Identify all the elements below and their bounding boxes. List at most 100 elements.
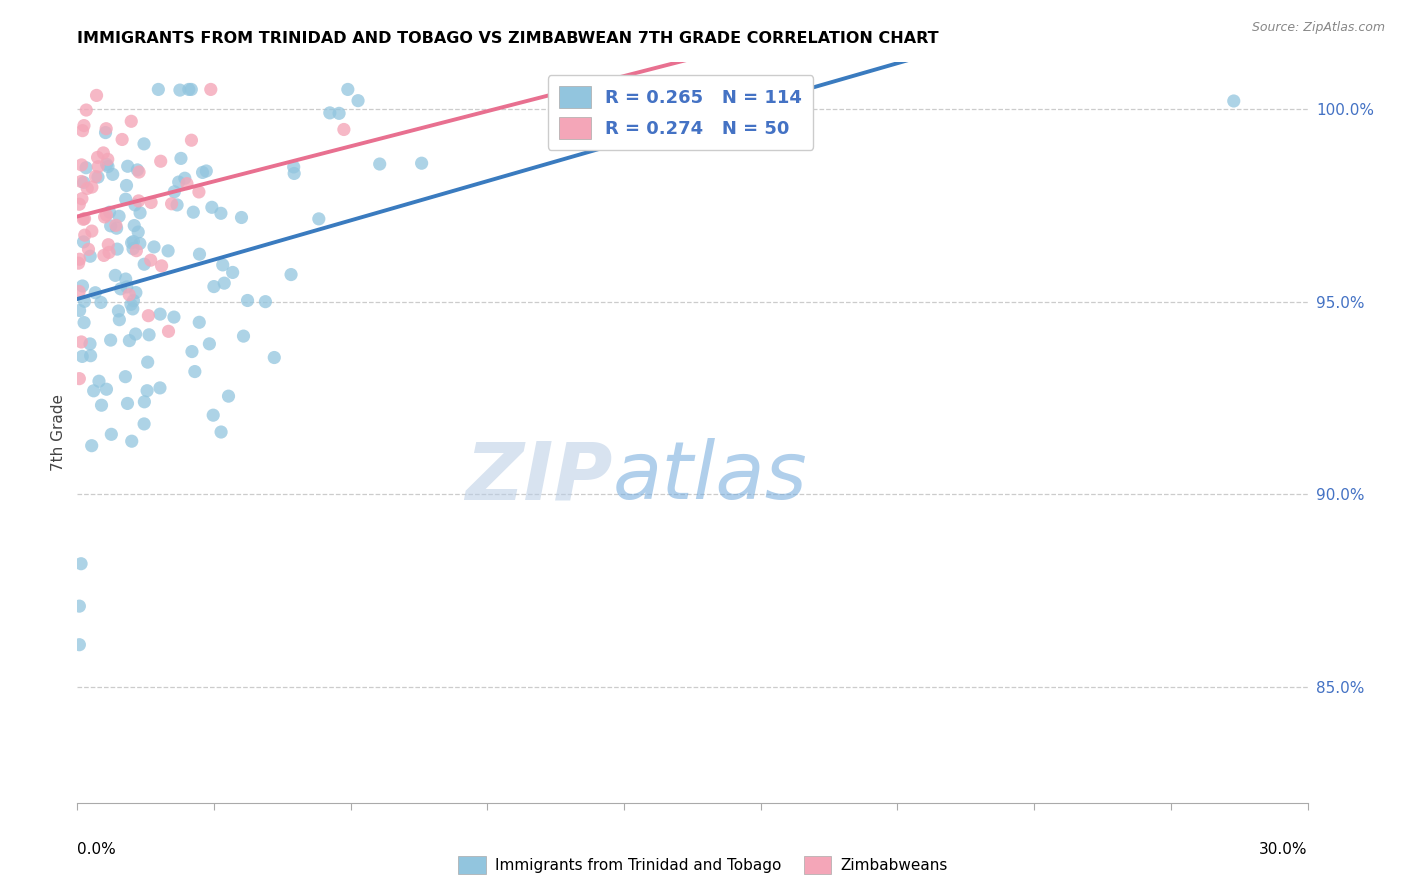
Point: [79, 249, 101, 263]
Point: [191, 165, 214, 179]
Point: [83, 384, 105, 398]
Point: [136, 384, 159, 398]
Point: [70, 557, 93, 571]
Point: [101, 167, 124, 181]
Point: [149, 381, 172, 395]
Point: [105, 242, 128, 256]
Point: [221, 265, 243, 279]
Point: [232, 329, 254, 343]
Point: [200, 82, 222, 96]
Point: [170, 152, 193, 166]
Point: [72, 279, 94, 293]
Point: [114, 192, 136, 206]
Point: [67, 638, 90, 652]
Point: [72, 123, 94, 137]
Point: [122, 242, 145, 256]
Point: [114, 369, 136, 384]
Point: [336, 82, 359, 96]
Point: [328, 106, 350, 120]
Point: [93, 248, 115, 262]
Legend: R = 0.265   N = 114, R = 0.274   N = 50: R = 0.265 N = 114, R = 0.274 N = 50: [548, 75, 813, 150]
Point: [96, 121, 118, 136]
Point: [96, 157, 118, 171]
Point: [124, 198, 146, 212]
Point: [125, 244, 148, 258]
Point: [105, 221, 128, 235]
Point: [96, 382, 118, 396]
Point: [114, 272, 136, 286]
Point: [1223, 94, 1246, 108]
Point: [121, 434, 143, 449]
Point: [104, 219, 127, 233]
Point: [181, 205, 204, 219]
Point: [167, 175, 190, 189]
Point: [70, 174, 93, 188]
Point: [231, 211, 253, 225]
Point: [209, 425, 232, 439]
Point: [127, 162, 149, 177]
Point: [254, 294, 277, 309]
Point: [333, 122, 356, 136]
Point: [86, 150, 108, 164]
Text: IMMIGRANTS FROM TRINIDAD AND TOBAGO VS ZIMBABWEAN 7TH GRADE CORRELATION CHART: IMMIGRANTS FROM TRINIDAD AND TOBAGO VS Z…: [77, 31, 939, 46]
Point: [160, 196, 183, 211]
Point: [121, 235, 143, 250]
Legend: Immigrants from Trinidad and Tobago, Zimbabweans: Immigrants from Trinidad and Tobago, Zim…: [451, 850, 955, 880]
Point: [73, 228, 96, 243]
Text: atlas: atlas: [613, 438, 807, 516]
Point: [184, 365, 207, 379]
Point: [117, 159, 139, 173]
Point: [122, 293, 145, 308]
Point: [122, 235, 145, 249]
Point: [77, 243, 100, 257]
Point: [70, 334, 93, 349]
Text: ZIP: ZIP: [465, 438, 613, 516]
Point: [67, 256, 90, 270]
Point: [347, 94, 370, 108]
Point: [72, 212, 94, 227]
Point: [93, 210, 115, 224]
Point: [70, 192, 93, 206]
Point: [67, 599, 90, 614]
Point: [79, 349, 101, 363]
Point: [202, 408, 225, 422]
Text: Source: ZipAtlas.com: Source: ZipAtlas.com: [1251, 21, 1385, 34]
Point: [86, 88, 108, 103]
Point: [90, 295, 112, 310]
Point: [134, 257, 156, 271]
Point: [75, 103, 97, 117]
Y-axis label: 7th Grade: 7th Grade: [51, 394, 66, 471]
Point: [149, 154, 172, 169]
Point: [195, 164, 218, 178]
Point: [117, 396, 139, 410]
Point: [121, 301, 143, 316]
Point: [94, 126, 117, 140]
Point: [80, 180, 103, 194]
Point: [110, 282, 132, 296]
Point: [124, 326, 146, 341]
Point: [73, 176, 96, 190]
Point: [73, 211, 96, 226]
Point: [218, 389, 240, 403]
Point: [188, 315, 211, 329]
Point: [100, 427, 122, 442]
Point: [79, 337, 101, 351]
Point: [128, 194, 150, 208]
Point: [236, 293, 259, 308]
Point: [72, 235, 94, 249]
Point: [84, 285, 107, 300]
Point: [177, 82, 200, 96]
Point: [166, 198, 188, 212]
Point: [87, 374, 110, 388]
Point: [72, 350, 94, 364]
Point: [100, 333, 122, 347]
Point: [100, 219, 122, 233]
Point: [118, 287, 141, 301]
Point: [115, 280, 138, 294]
Point: [163, 185, 186, 199]
Point: [97, 237, 120, 252]
Point: [67, 285, 90, 299]
Point: [98, 205, 121, 219]
Point: [120, 297, 142, 311]
Point: [84, 169, 107, 184]
